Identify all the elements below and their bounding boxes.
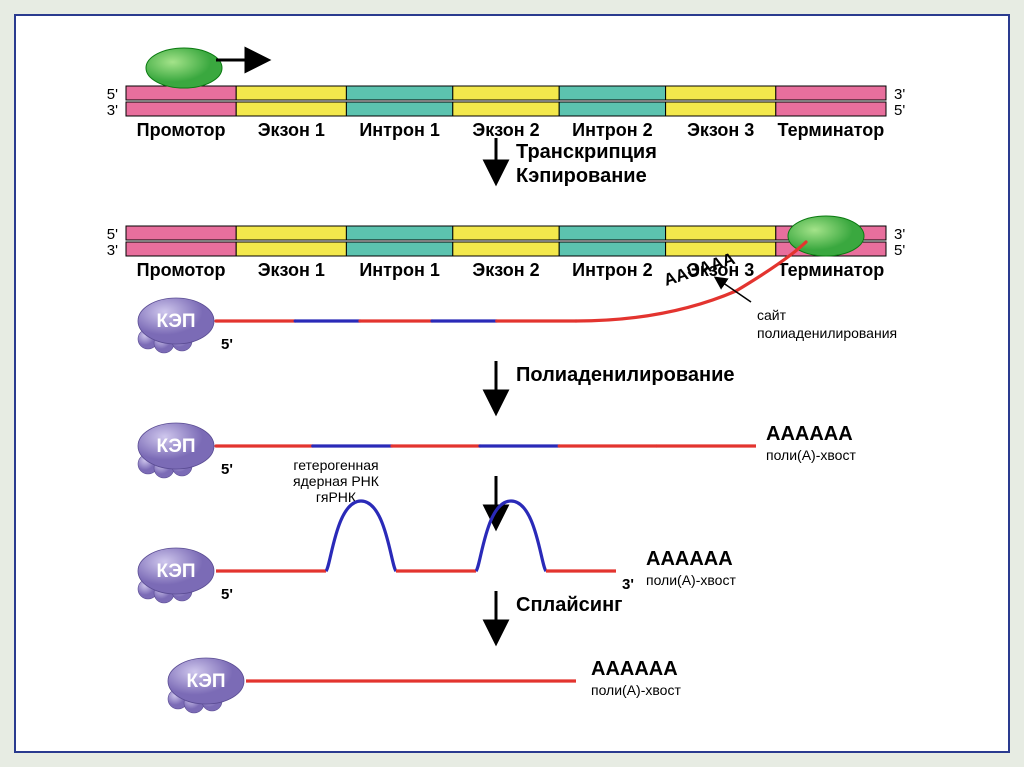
site-label: сайт (757, 307, 787, 323)
end-label: 5' (894, 242, 905, 259)
five-prime: 5' (221, 461, 233, 478)
end-label: 3' (107, 102, 118, 119)
dna-seg (236, 86, 346, 100)
polymerase (146, 48, 222, 88)
dna-seg-label: Интрон 1 (359, 120, 440, 140)
dna-seg (776, 102, 886, 116)
dna-seg (346, 226, 452, 240)
dna-seg (453, 242, 559, 256)
dna-seg (666, 226, 776, 240)
dna-seg (236, 242, 346, 256)
step-label: Кэпирование (516, 165, 647, 187)
end-label: 3' (107, 242, 118, 259)
dna-seg-label: Интрон 2 (572, 120, 653, 140)
hnrna-label: гетерогенная (293, 457, 378, 473)
dna-seg-label: Экзон 1 (258, 120, 325, 140)
dna-seg (666, 102, 776, 116)
polymerase (788, 216, 864, 256)
dna-seg (126, 226, 236, 240)
dna-seg (453, 102, 559, 116)
diagram-svg: Промотор Экзон 1 Интрон 1 Экзон 2 Интрон 2 Эк… (16, 16, 1008, 751)
dna-seg (236, 226, 346, 240)
site-label: полиаденилирования (757, 325, 897, 341)
polya-sub: поли(А)-хвост (646, 572, 736, 588)
hnrna-label: гяРНК (316, 489, 357, 505)
polya-tail: AAAAAA (646, 548, 733, 570)
dna-seg-label: Экзон 2 (472, 260, 539, 280)
dna-seg (559, 86, 665, 100)
dna-seg (346, 242, 452, 256)
polya-sub: поли(А)-хвост (766, 447, 856, 463)
dna-seg-label: Экзон 3 (687, 120, 754, 140)
step-label: Сплайсинг (516, 594, 622, 616)
cap-label: КЭП (186, 671, 225, 692)
dna-seg-label: Терминатор (778, 120, 885, 140)
dna-seg (559, 102, 665, 116)
cap-label: КЭП (156, 311, 195, 332)
dna-seg (559, 242, 665, 256)
step-label: Полиаденилирование (516, 364, 735, 386)
intron-loop (326, 501, 396, 571)
dna-seg-label: Терминатор (778, 260, 885, 280)
dna-seg (346, 86, 452, 100)
step-label: Транскрипция (516, 141, 657, 163)
polya-sub: поли(А)-хвост (591, 682, 681, 698)
cap-label: КЭП (156, 436, 195, 457)
dna-seg-label: Интрон 2 (572, 260, 653, 280)
dna-seg (666, 86, 776, 100)
dna-seg (453, 86, 559, 100)
end-label: 3' (894, 86, 905, 103)
dna-seg (776, 86, 886, 100)
five-prime: 5' (221, 336, 233, 353)
dna-seg (126, 102, 236, 116)
end-label: 5' (107, 86, 118, 103)
end-label: 5' (107, 226, 118, 243)
intron-loop (476, 501, 546, 571)
dna-seg (236, 102, 346, 116)
dna-seg-label: Промотор (137, 260, 226, 280)
five-prime: 5' (221, 586, 233, 603)
dna-seg (126, 242, 236, 256)
three-prime: 3' (622, 576, 634, 593)
dna-seg (346, 102, 452, 116)
cap-label: КЭП (156, 561, 195, 582)
polya-tail: AAAAAA (591, 658, 678, 680)
dna-seg (559, 226, 665, 240)
end-label: 5' (894, 102, 905, 119)
polya-tail: AAAAAA (766, 423, 853, 445)
dna-seg-label: Экзон 1 (258, 260, 325, 280)
dna-seg-label: Экзон 2 (472, 120, 539, 140)
dna-seg (453, 226, 559, 240)
dna-seg-label: Промотор (137, 120, 226, 140)
end-label: 3' (894, 226, 905, 243)
hnrna-label: ядерная РНК (293, 473, 380, 489)
dna-seg-label: Интрон 1 (359, 260, 440, 280)
